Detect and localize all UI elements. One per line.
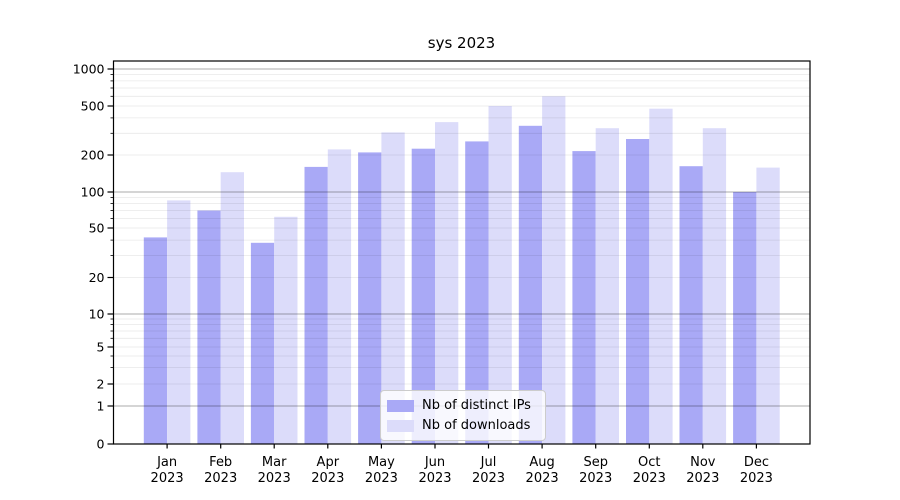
x-tick-label-month: Feb xyxy=(209,455,232,470)
x-tick-label-month: Aug xyxy=(529,455,554,470)
x-axis-ticks: Jan2023Feb2023Mar2023Apr2023May2023Jun20… xyxy=(151,444,773,486)
bar-nb-of-downloads-apr xyxy=(327,149,352,444)
bar-nb-of-downloads-oct xyxy=(649,108,673,444)
x-tick-label-year: 2023 xyxy=(686,471,719,486)
x-tick-label-year: 2023 xyxy=(579,471,612,486)
bar-nb-of-distinct-ips-mar xyxy=(250,242,275,444)
x-tick-label-year: 2023 xyxy=(633,471,666,486)
y-tick-label: 100 xyxy=(81,185,105,200)
plot-border xyxy=(112,60,811,445)
bar-nb-of-downloads-dec xyxy=(756,167,780,444)
x-tick-label-year: 2023 xyxy=(365,471,398,486)
bar-nb-of-distinct-ips-oct xyxy=(626,139,650,444)
legend-item-downloads: Nb of downloads xyxy=(387,418,535,433)
x-tick-label-month: Oct xyxy=(638,455,660,470)
y-tick-label: 1000 xyxy=(73,62,105,77)
y-tick-label: 10 xyxy=(89,307,105,322)
y-tick-label: 50 xyxy=(89,221,105,236)
x-tick-label-year: 2023 xyxy=(311,471,344,486)
x-tick-label-year: 2023 xyxy=(526,471,559,486)
bar-nb-of-downloads-nov xyxy=(702,128,727,444)
bar-nb-of-distinct-ips-nov xyxy=(679,166,703,444)
y-tick-label: 500 xyxy=(81,99,105,114)
x-tick-label-month: Dec xyxy=(744,455,769,470)
y-tick-label: 0 xyxy=(97,437,105,452)
legend: Nb of distinct IPs Nb of downloads xyxy=(380,390,546,441)
bars-series-0 xyxy=(143,125,757,445)
bar-nb-of-downloads-jun xyxy=(435,122,459,444)
x-tick-label-year: 2023 xyxy=(740,471,773,486)
minor-gridlines xyxy=(113,74,810,385)
major-gridlines xyxy=(113,68,810,407)
bar-nb-of-downloads-sep xyxy=(595,128,619,444)
y-tick-label: 1 xyxy=(97,399,105,414)
y-tick-label: 20 xyxy=(89,270,105,285)
bar-nb-of-downloads-jul xyxy=(488,106,512,444)
bar-nb-of-distinct-ips-dec xyxy=(733,192,757,444)
bar-nb-of-distinct-ips-apr xyxy=(304,166,328,444)
x-tick-label-month: Jan xyxy=(156,455,177,470)
x-tick-label-month: Jun xyxy=(424,455,445,470)
legend-swatch-downloads-icon xyxy=(387,419,414,432)
x-tick-label-year: 2023 xyxy=(151,471,184,486)
bar-nb-of-distinct-ips-feb xyxy=(197,210,221,444)
legend-item-distinct-ips: Nb of distinct IPs xyxy=(387,398,535,413)
bar-nb-of-distinct-ips-may xyxy=(358,152,382,444)
x-tick-label-month: Mar xyxy=(262,455,287,470)
bar-nb-of-distinct-ips-sep xyxy=(572,151,596,444)
bar-nb-of-downloads-aug xyxy=(542,96,566,445)
bar-nb-of-downloads-jan xyxy=(167,200,191,444)
y-tick-label: 200 xyxy=(81,148,105,163)
bar-nb-of-downloads-mar xyxy=(274,216,298,444)
x-tick-label-month: May xyxy=(368,455,395,470)
bar-nb-of-downloads-feb xyxy=(220,172,244,444)
x-tick-label-month: Nov xyxy=(690,455,716,470)
legend-label-distinct-ips: Nb of distinct IPs xyxy=(422,398,531,413)
x-tick-label-year: 2023 xyxy=(258,471,291,486)
bar-nb-of-distinct-ips-jun xyxy=(411,148,435,444)
legend-label-downloads: Nb of downloads xyxy=(422,418,531,433)
bar-nb-of-distinct-ips-jul xyxy=(465,141,489,444)
bar-nb-of-distinct-ips-aug xyxy=(518,125,543,445)
bars-series-1 xyxy=(167,96,780,445)
y-tick-label: 2 xyxy=(97,377,105,392)
chart-title: sys 2023 xyxy=(427,34,496,52)
legend-swatch-distinct-ips-icon xyxy=(387,399,414,412)
x-tick-label-month: Jul xyxy=(480,455,497,470)
x-tick-label-year: 2023 xyxy=(418,471,451,486)
x-tick-label-year: 2023 xyxy=(204,471,237,486)
bar-nb-of-distinct-ips-jan xyxy=(143,237,168,444)
x-tick-label-month: Apr xyxy=(317,455,340,470)
y-axis-ticks: 0 1 2 5 10 20 50 100 200 500 1000 xyxy=(73,62,114,452)
x-tick-label-month: Sep xyxy=(583,455,608,470)
y-tick-label: 5 xyxy=(97,340,105,355)
x-tick-label-year: 2023 xyxy=(472,471,505,486)
bar-nb-of-downloads-may xyxy=(381,132,405,444)
